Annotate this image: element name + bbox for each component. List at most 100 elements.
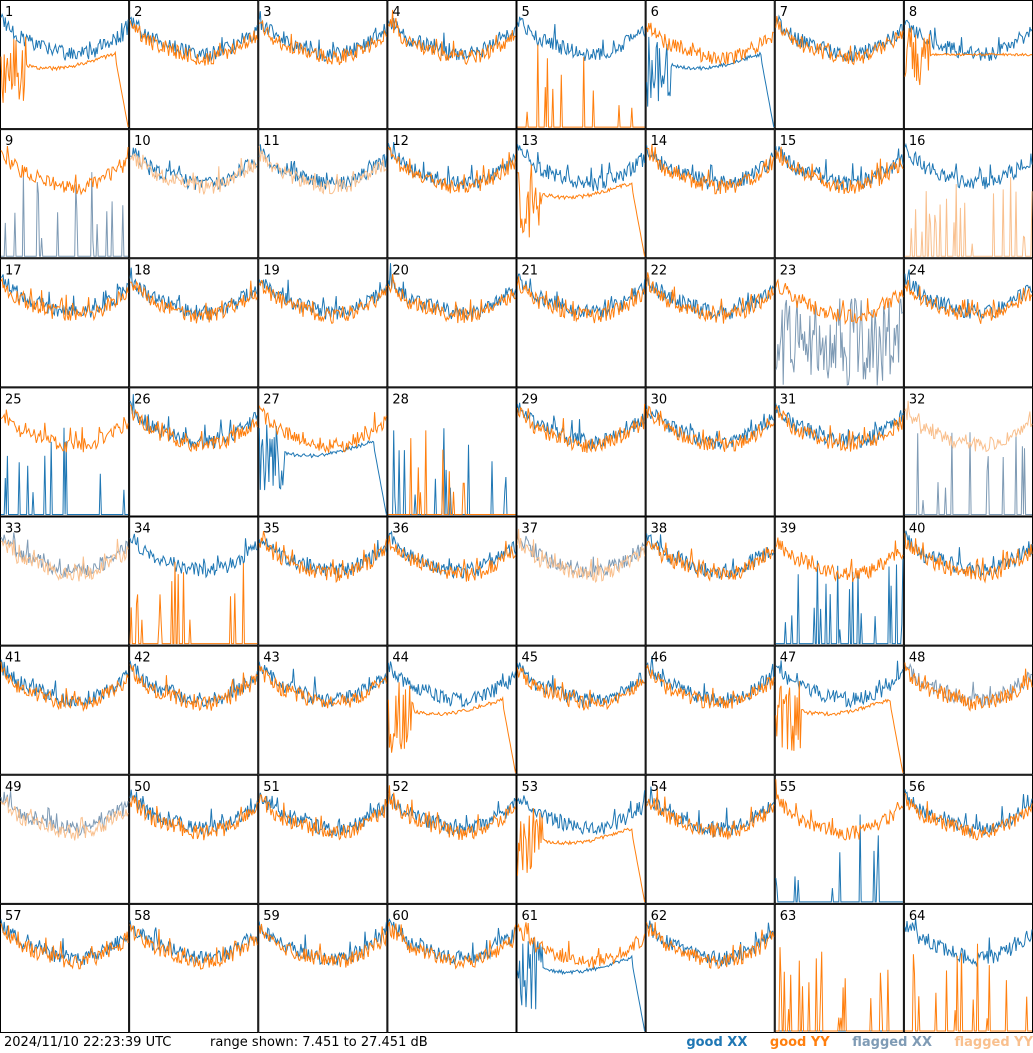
series-xx-line [1,427,129,515]
tile-number: 41 [5,651,22,666]
tile-frame [258,0,388,130]
series-yy-line [646,922,775,970]
tile-number: 55 [780,780,797,795]
tile-37: 37 [516,516,646,646]
series-yy-line [129,795,258,841]
tile-frame [645,387,775,517]
series-xx-line [517,535,645,578]
tile-number: 9 [5,134,13,149]
series-yy-line [129,153,258,195]
tile-frame [645,258,775,388]
tile-frame [258,903,388,1033]
series-yy-line [129,404,258,453]
series-yy-line [646,540,775,582]
tile-number: 6 [651,5,659,20]
tile-number: 5 [522,5,530,20]
tile-frame [903,645,1033,775]
series-xx-line [129,267,258,320]
series-xx-line [904,919,1033,968]
tile-58: 58 [129,903,259,1033]
legend-flagged-yy: flagged YY [954,1035,1033,1050]
tile-number: 45 [522,651,539,666]
tile-22: 22 [645,258,775,388]
tile-number: 60 [392,909,409,924]
tile-48: 48 [903,645,1033,775]
series-yy-line [517,44,645,128]
series-xx-line [904,530,1033,578]
tile-frame [258,387,388,517]
series-yy-line [0,409,129,453]
series-yy-line [517,922,646,969]
tile-4: 4 [387,0,517,130]
tile-30: 30 [645,387,775,517]
tile-frame [129,903,259,1033]
tile-50: 50 [129,774,259,904]
tile-number: 64 [909,909,926,924]
series-yy-line [387,785,516,840]
tile-61: 61 [516,903,646,1033]
tile-number: 7 [780,5,788,20]
series-xx-line [1,172,129,257]
range-readout: range shown: 7.451 to 27.451 dB [210,1033,428,1053]
tile-1: 1 [0,0,130,130]
series-yy-line [0,277,129,322]
series-yy-line [646,144,775,195]
series-yy-line [775,681,904,773]
tile-28: 28 [387,387,517,517]
tile-frame [387,903,517,1033]
range-prefix: range shown: [210,1035,299,1050]
range-unit: dB [410,1035,428,1050]
series-xx-line [517,273,646,318]
tile-number: 40 [909,522,926,537]
series-yy-line [258,405,387,454]
tile-2: 2 [129,0,259,130]
legend-good-yy: good YY [769,1035,830,1050]
tile-frame [903,903,1033,1033]
series-yy-line [388,430,516,515]
tile-frame [903,258,1033,388]
tile-56: 56 [903,774,1033,904]
series-xx-line [387,141,516,191]
tile-number: 20 [392,263,409,278]
series-yy-line [387,921,516,970]
tile-frame [645,774,775,904]
tile-number: 50 [134,780,151,795]
series-xx-line [775,14,904,62]
tile-number: 34 [134,522,151,537]
series-yy-line [775,947,903,1032]
series-yy-line [904,27,1033,86]
tile-59: 59 [258,903,388,1033]
series-yy-line [775,537,904,582]
series-xx-line [258,792,387,837]
tile-number: 46 [651,651,668,666]
tile-number: 8 [909,5,917,20]
tile-number: 31 [780,392,797,407]
tile-40: 40 [903,516,1033,646]
tile-8: 8 [903,0,1033,130]
tile-5: 5 [516,0,646,130]
tile-number: 63 [780,909,797,924]
tile-frame [387,387,517,517]
series-yy-line [387,682,516,773]
series-xx-line [904,432,1032,515]
range-to: to [343,1035,357,1050]
series-xx-line [517,16,646,61]
series-yy-line [904,533,1033,584]
series-yy-line [258,665,387,709]
tile-frame [516,387,646,517]
tile-number: 15 [780,134,797,149]
tile-frame [0,516,130,646]
tile-frame [129,129,259,259]
tile-frame [0,645,130,775]
tile-frame [774,129,904,259]
series-yy-line [129,664,258,712]
range-high: 27.451 [360,1035,407,1050]
tile-frame [516,645,646,775]
tile-frame [516,258,646,388]
tile-number: 29 [522,392,539,407]
tile-frame [258,258,388,388]
tile-18: 18 [129,258,259,388]
tile-39: 39 [774,516,904,646]
series-yy-line [517,667,645,711]
